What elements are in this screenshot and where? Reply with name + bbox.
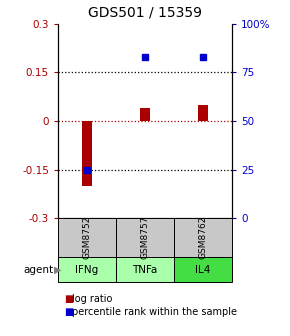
Text: ▶: ▶ <box>54 265 62 275</box>
Text: log ratio: log ratio <box>72 294 113 304</box>
Text: GSM8752: GSM8752 <box>82 216 92 259</box>
Text: agent: agent <box>23 265 54 275</box>
Bar <box>140 108 150 121</box>
Text: ■: ■ <box>64 307 73 318</box>
Text: TNFa: TNFa <box>132 265 158 275</box>
Text: GSM8757: GSM8757 <box>140 216 150 259</box>
Text: percentile rank within the sample: percentile rank within the sample <box>72 307 238 318</box>
Text: IFNg: IFNg <box>75 265 99 275</box>
Title: GDS501 / 15359: GDS501 / 15359 <box>88 6 202 19</box>
Bar <box>82 121 92 186</box>
Text: IL4: IL4 <box>195 265 211 275</box>
Bar <box>198 105 208 121</box>
Text: GSM8762: GSM8762 <box>198 216 208 259</box>
Text: ■: ■ <box>64 294 73 304</box>
